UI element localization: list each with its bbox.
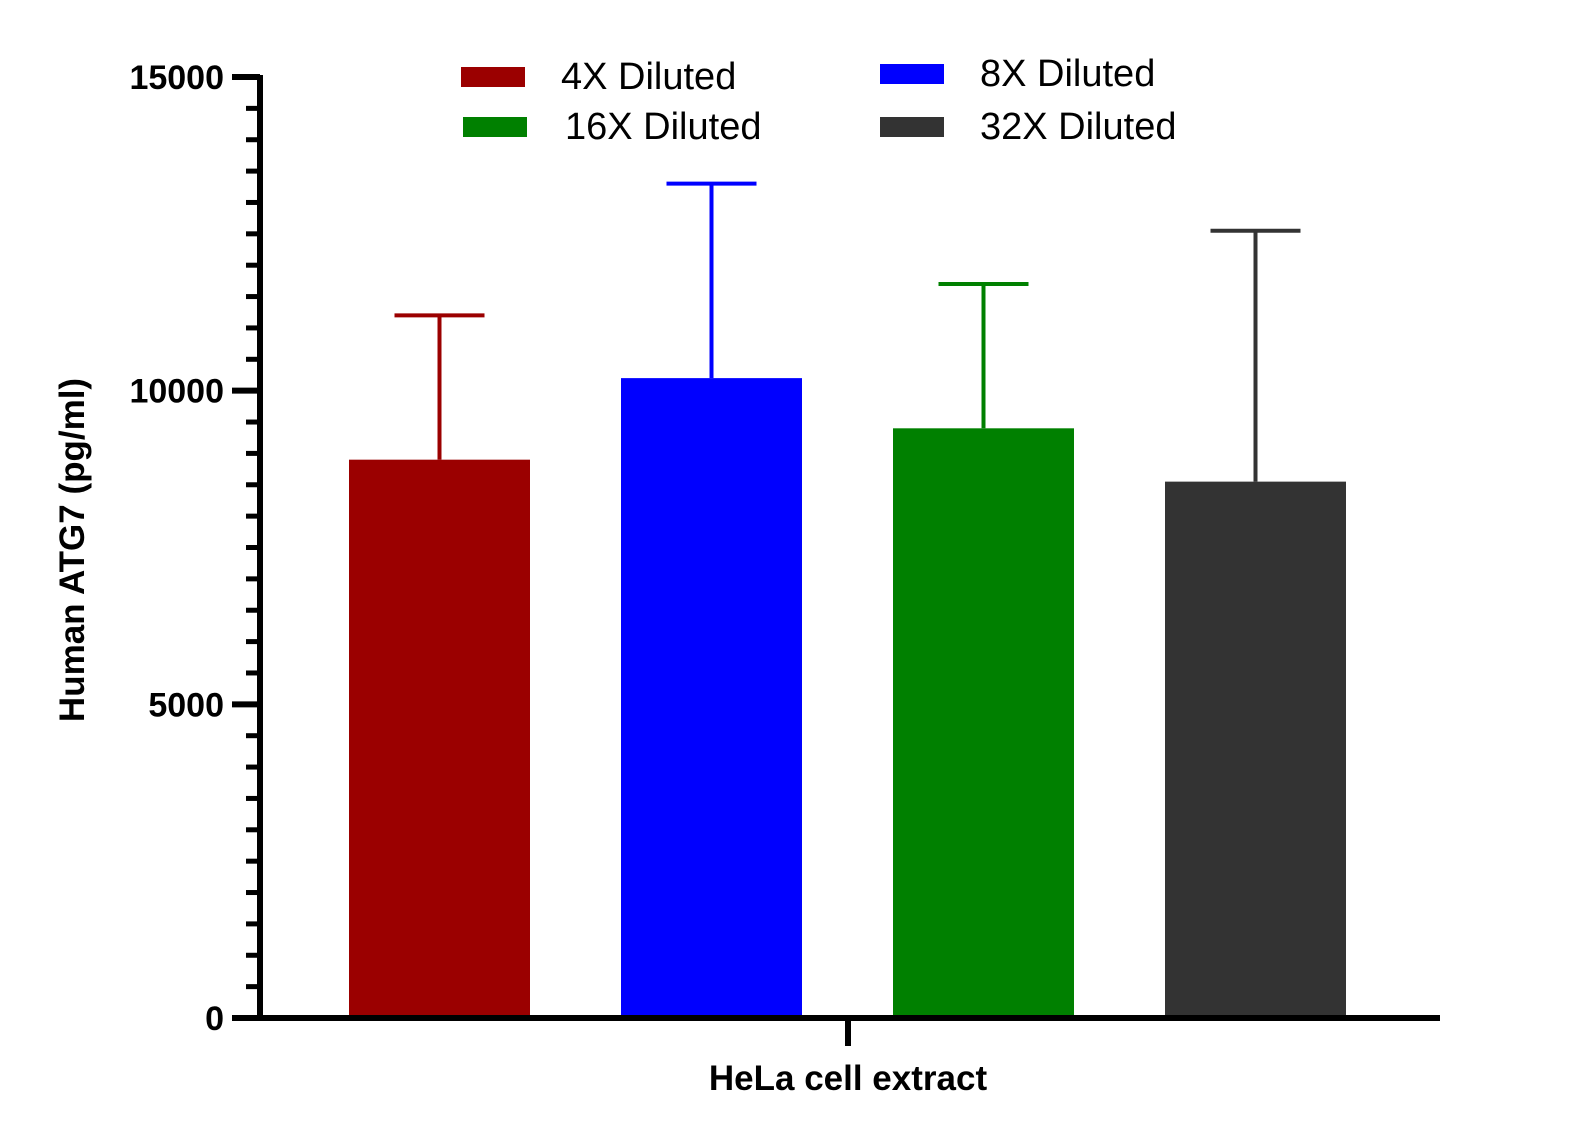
- bars-layer: [349, 181, 1346, 1019]
- legend-swatch-8x-diluted: [880, 64, 944, 84]
- bar-32x-diluted: [1165, 481, 1346, 1018]
- y-tick-label: 10000: [129, 373, 224, 411]
- y-axis-title: Human ATG7 (pg/ml): [53, 378, 92, 722]
- legend-label-8x-diluted: 8X Diluted: [980, 53, 1155, 95]
- legend-label-16x-diluted: 16X Diluted: [565, 106, 761, 148]
- legend-swatch-16x-diluted: [463, 117, 527, 137]
- legend: 4X Diluted 8X Diluted 16X Diluted 32X Dilut…: [461, 53, 1176, 148]
- y-tick-label: 5000: [148, 686, 224, 724]
- axes-layer: 0 5000 10000 15000: [129, 59, 1440, 1046]
- legend-swatch-4x-diluted: [461, 67, 525, 87]
- bar-8x-diluted: [621, 378, 802, 1018]
- bar-16x-diluted: [893, 428, 1074, 1019]
- x-axis-title: HeLa cell extract: [709, 1059, 988, 1098]
- bar-4x-diluted: [349, 459, 530, 1018]
- legend-swatch-32x-diluted: [880, 117, 944, 137]
- y-tick-label: 0: [205, 1000, 224, 1038]
- legend-label-32x-diluted: 32X Diluted: [980, 106, 1176, 148]
- legend-label-4x-diluted: 4X Diluted: [561, 56, 736, 98]
- y-tick-label: 15000: [129, 59, 224, 97]
